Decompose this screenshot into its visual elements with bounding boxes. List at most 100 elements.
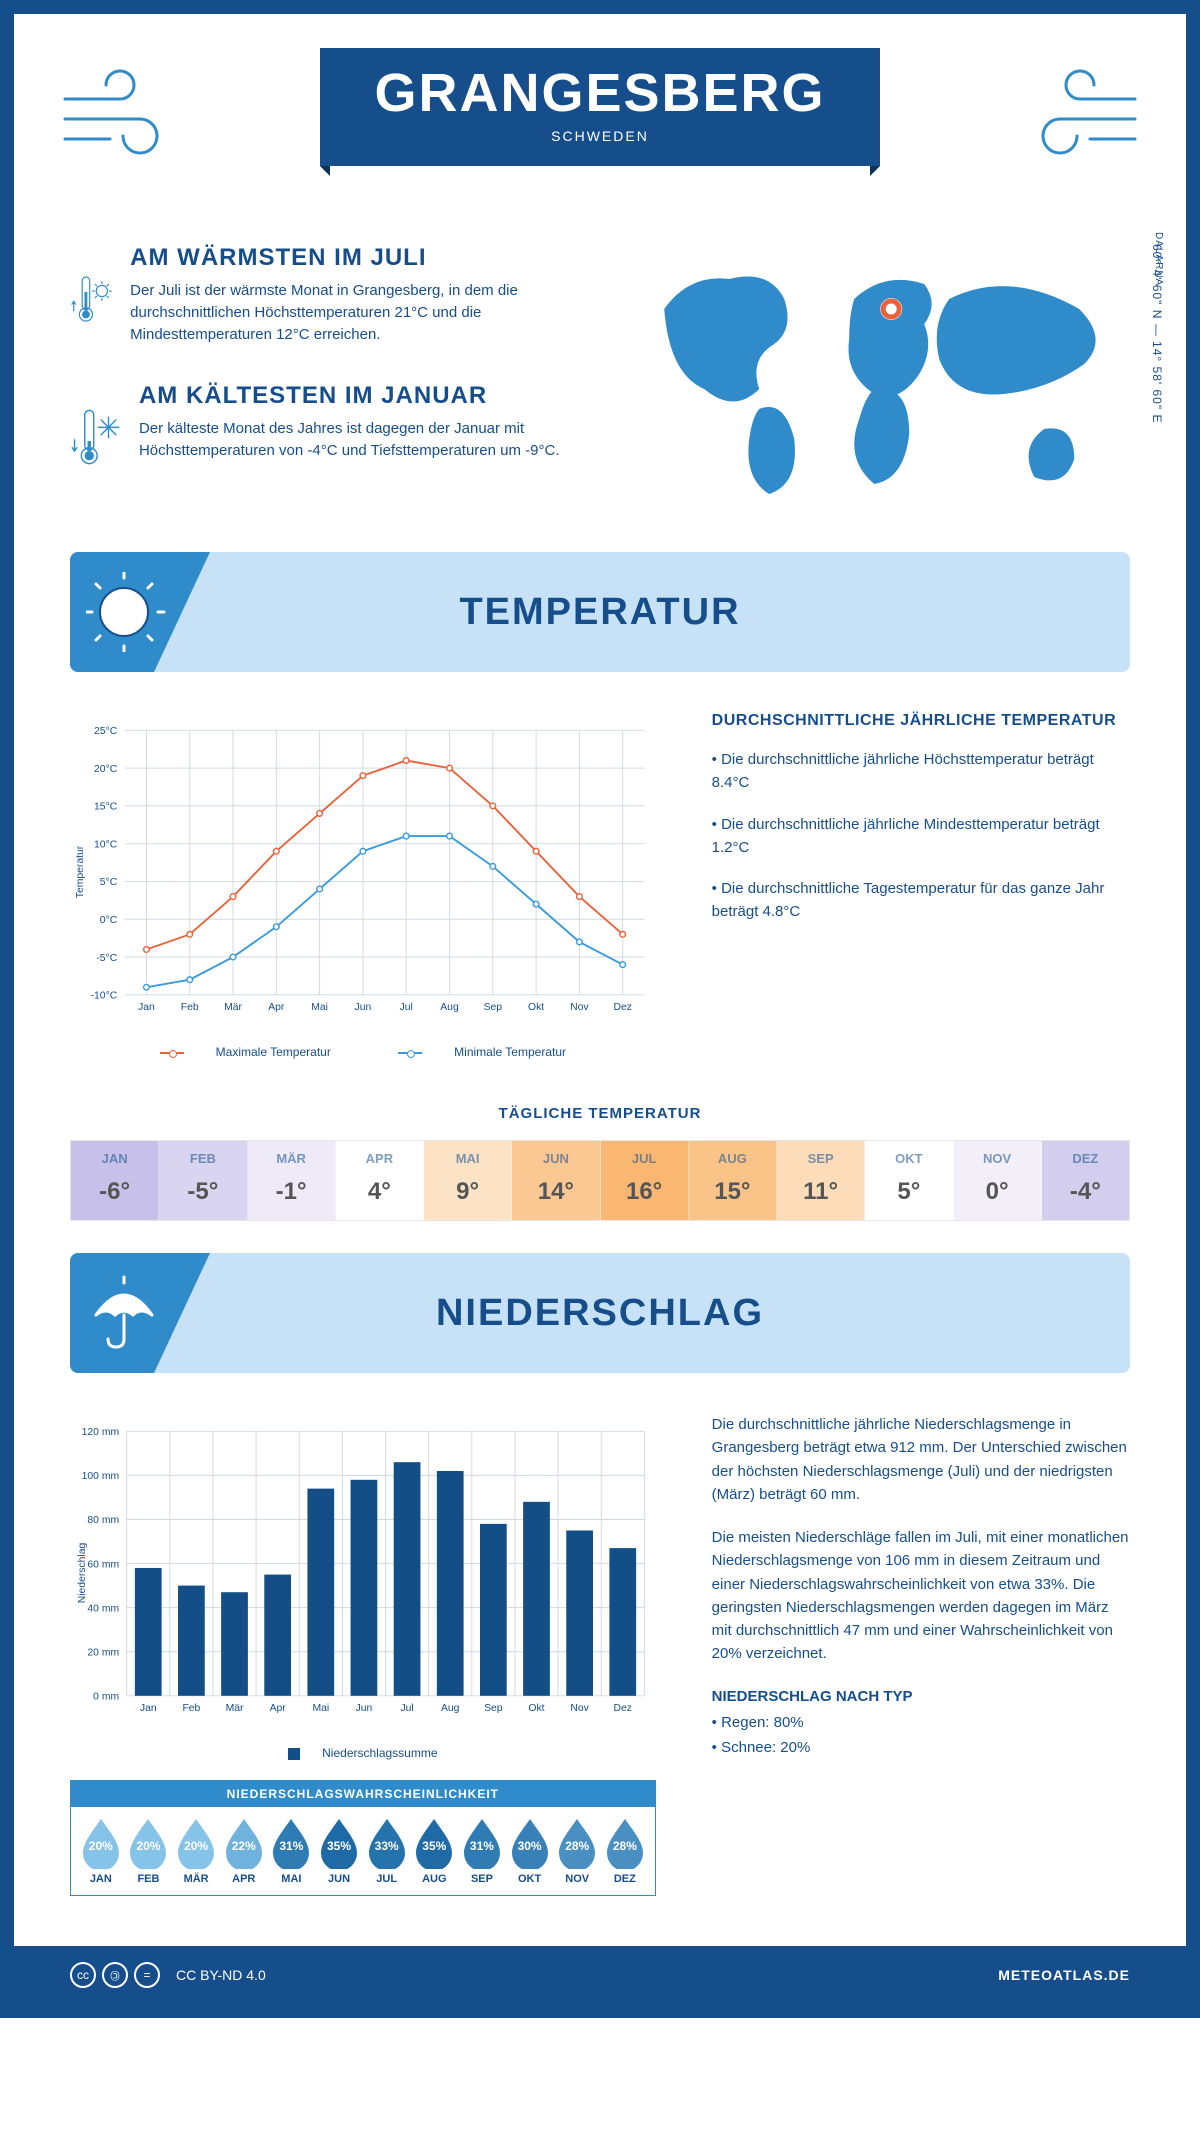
world-map-icon	[628, 244, 1130, 504]
temperature-row: -10°C-5°C0°C5°C10°C15°C20°C25°CJanFebMär…	[70, 712, 1130, 1059]
svg-text:Nov: Nov	[570, 1703, 589, 1714]
svg-text:0 mm: 0 mm	[93, 1692, 119, 1703]
license-text: CC BY-ND 4.0	[176, 1967, 266, 1983]
infographic-frame: GRANGESBERG SCHWEDEN	[0, 0, 1200, 2018]
svg-text:Jun: Jun	[355, 1002, 372, 1013]
precip-row: 0 mm20 mm40 mm60 mm80 mm100 mm120 mmJanF…	[70, 1413, 1130, 1896]
thermometer-cold-icon	[70, 382, 121, 492]
svg-text:Temperatur: Temperatur	[75, 845, 86, 898]
daily-temp-cell: DEZ-4°	[1042, 1141, 1129, 1220]
coldest-title: AM KÄLTESTEN IM JANUAR	[139, 382, 598, 410]
daily-temp-strip: JAN-6°FEB-5°MÄR-1°APR4°MAI9°JUN14°JUL16°…	[70, 1140, 1130, 1221]
footer-bar: cc 🄯 = CC BY-ND 4.0 METEOATLAS.DE	[14, 1946, 1186, 2004]
city-title: GRANGESBERG	[320, 62, 880, 124]
thermometer-hot-icon	[70, 244, 112, 354]
temperature-summary: DURCHSCHNITTLICHE JÄHRLICHE TEMPERATUR •…	[712, 712, 1130, 1059]
country-subtitle: SCHWEDEN	[320, 128, 880, 144]
precip-bar-chart: 0 mm20 mm40 mm60 mm80 mm100 mm120 mmJanF…	[70, 1413, 656, 1733]
svg-text:Apr: Apr	[270, 1703, 287, 1714]
daily-temp-cell: MAI9°	[424, 1141, 512, 1220]
svg-text:20°C: 20°C	[94, 764, 118, 775]
daily-temp-cell: JUL16°	[601, 1141, 689, 1220]
precip-chart-legend: Niederschlagssumme	[70, 1746, 656, 1760]
temp-bullet-2: • Die durchschnittliche jährliche Mindes…	[712, 813, 1130, 860]
wind-icon-right	[1020, 64, 1140, 174]
svg-text:Feb: Feb	[182, 1703, 200, 1714]
precip-type-2: • Schnee: 20%	[712, 1736, 1130, 1759]
svg-text:5°C: 5°C	[100, 877, 118, 888]
coords-label: 60° 4' 60" N — 14° 58' 60" E	[1150, 244, 1164, 423]
svg-text:Aug: Aug	[441, 1703, 460, 1714]
daily-temp-cell: FEB-5°	[159, 1141, 247, 1220]
daily-temp-cell: JAN-6°	[71, 1141, 159, 1220]
wind-icon-left	[60, 64, 180, 174]
daily-temp-cell: APR4°	[336, 1141, 424, 1220]
svg-text:Mär: Mär	[226, 1703, 244, 1714]
svg-text:60 mm: 60 mm	[87, 1559, 119, 1570]
svg-text:15°C: 15°C	[94, 802, 118, 813]
svg-text:-10°C: -10°C	[91, 991, 118, 1002]
warmest-title: AM WÄRMSTEN IM JULI	[130, 244, 597, 272]
title-banner: GRANGESBERG SCHWEDEN	[320, 48, 880, 166]
probability-cell: 28%DEZ	[601, 1817, 649, 1885]
probability-cell: 31%SEP	[458, 1817, 506, 1885]
cc-icon: cc	[70, 1962, 96, 1988]
daily-temp-cell: SEP11°	[777, 1141, 865, 1220]
probability-cell: 33%JUL	[363, 1817, 411, 1885]
svg-text:Jul: Jul	[400, 1002, 413, 1013]
temp-bullet-1: • Die durchschnittliche jährliche Höchst…	[712, 748, 1130, 795]
daily-temp-cell: JUN14°	[512, 1141, 600, 1220]
probability-cell: 35%AUG	[410, 1817, 458, 1885]
temperature-heading: TEMPERATUR	[70, 591, 1130, 634]
svg-text:Aug: Aug	[440, 1002, 459, 1013]
precip-summary: Die durchschnittliche jährliche Niedersc…	[712, 1413, 1130, 1896]
svg-text:120 mm: 120 mm	[82, 1427, 119, 1438]
svg-text:20 mm: 20 mm	[87, 1647, 119, 1658]
probability-box: NIEDERSCHLAGSWAHRSCHEINLICHKEIT 20%JAN20…	[70, 1780, 656, 1896]
svg-text:Jan: Jan	[140, 1703, 157, 1714]
svg-text:25°C: 25°C	[94, 726, 118, 737]
svg-text:Okt: Okt	[528, 1002, 544, 1013]
precip-left-column: 0 mm20 mm40 mm60 mm80 mm100 mm120 mmJanF…	[70, 1413, 656, 1896]
svg-text:Mai: Mai	[312, 1703, 329, 1714]
svg-text:Feb: Feb	[181, 1002, 199, 1013]
svg-text:Jun: Jun	[356, 1703, 373, 1714]
svg-text:Sep: Sep	[484, 1002, 503, 1013]
coldest-text: Der kälteste Monat des Jahres ist dagege…	[139, 418, 598, 462]
precip-para-1: Die durchschnittliche jährliche Niedersc…	[712, 1413, 1130, 1506]
temp-bullet-3: • Die durchschnittliche Tagestemperatur …	[712, 877, 1130, 924]
probability-cell: 20%JAN	[77, 1817, 125, 1885]
svg-text:Okt: Okt	[528, 1703, 544, 1714]
temp-chart-legend: Maximale Temperatur Minimale Temperatur	[70, 1045, 656, 1059]
svg-text:Jul: Jul	[400, 1703, 413, 1714]
svg-text:Jan: Jan	[138, 1002, 155, 1013]
map-column: DALARNA 60° 4' 60" N — 14° 58' 60" E	[628, 244, 1130, 520]
precip-para-2: Die meisten Niederschläge fallen im Juli…	[712, 1526, 1130, 1666]
probability-cell: 31%MAI	[268, 1817, 316, 1885]
warmest-text: Der Juli ist der wärmste Monat in Grange…	[130, 280, 597, 345]
by-icon: 🄯	[102, 1962, 128, 1988]
probability-cell: 22%APR	[220, 1817, 268, 1885]
svg-text:40 mm: 40 mm	[87, 1603, 119, 1614]
license-block: cc 🄯 = CC BY-ND 4.0	[70, 1962, 266, 1988]
daily-temp-title: TÄGLICHE TEMPERATUR	[70, 1105, 1130, 1122]
svg-text:Niederschlag: Niederschlag	[77, 1542, 88, 1603]
warmest-block: AM WÄRMSTEN IM JULI Der Juli ist der wär…	[70, 244, 598, 354]
temperature-section-bar: TEMPERATUR	[70, 552, 1130, 672]
daily-temp-cell: OKT5°	[865, 1141, 953, 1220]
probability-cell: 20%MÄR	[172, 1817, 220, 1885]
temperature-line-chart: -10°C-5°C0°C5°C10°C15°C20°C25°CJanFebMär…	[70, 712, 656, 1059]
daily-temp-cell: MÄR-1°	[248, 1141, 336, 1220]
probability-title: NIEDERSCHLAGSWAHRSCHEINLICHKEIT	[71, 1781, 655, 1807]
daily-temp-cell: AUG15°	[689, 1141, 777, 1220]
probability-cell: 30%OKT	[506, 1817, 554, 1885]
svg-text:Apr: Apr	[268, 1002, 285, 1013]
svg-text:-5°C: -5°C	[96, 953, 117, 964]
daily-temp-cell: NOV0°	[954, 1141, 1042, 1220]
svg-text:Mai: Mai	[311, 1002, 328, 1013]
precip-section-bar: NIEDERSCHLAG	[70, 1253, 1130, 1373]
site-credit: METEOATLAS.DE	[998, 1967, 1130, 1983]
precip-type-title: NIEDERSCHLAG NACH TYP	[712, 1688, 1130, 1705]
probability-cell: 20%FEB	[125, 1817, 173, 1885]
header: GRANGESBERG SCHWEDEN	[70, 54, 1130, 234]
